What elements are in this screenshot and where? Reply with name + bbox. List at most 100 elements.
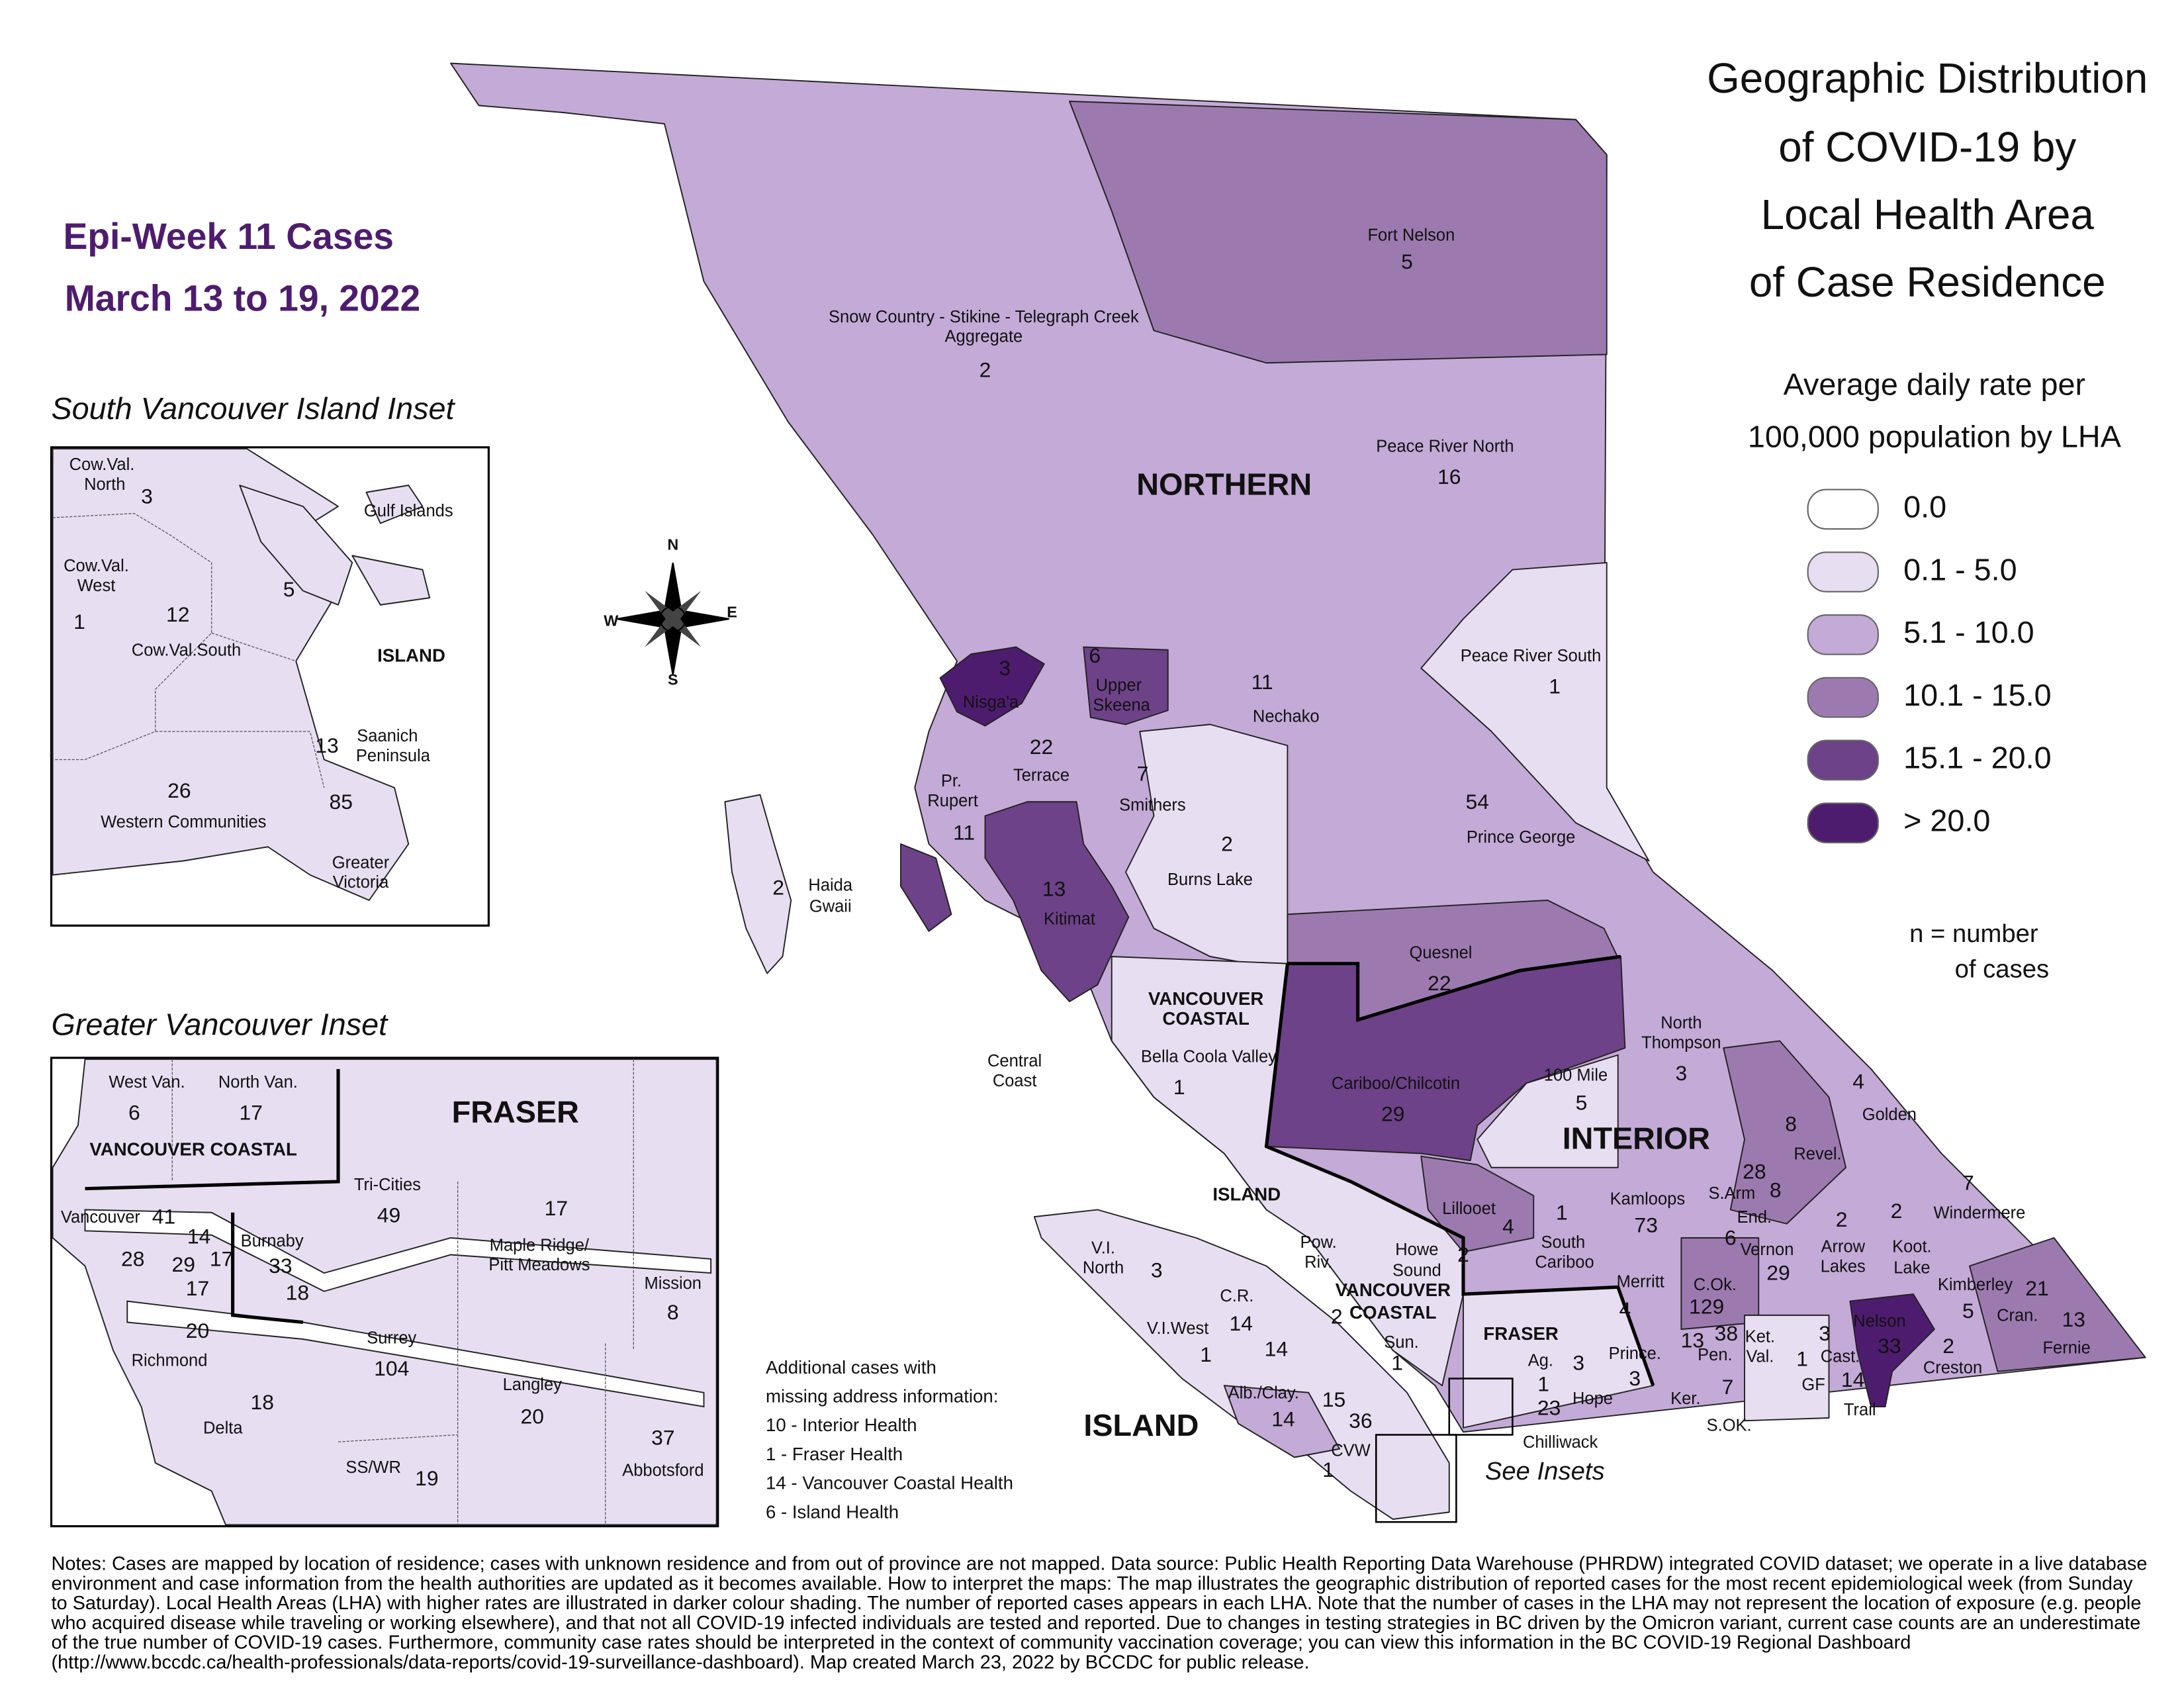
region-name: Thompson — [1641, 1033, 1721, 1052]
case-count: 3 — [1572, 1351, 1584, 1375]
case-count: 6 — [128, 1100, 140, 1124]
region-name: Creston — [1923, 1358, 1982, 1377]
region-name: Sun. — [1384, 1333, 1418, 1352]
case-count: 1 — [1796, 1346, 1808, 1370]
legend-heading: Average daily rate per — [1784, 367, 2086, 402]
region-name: Howe — [1395, 1241, 1438, 1259]
region-name: Sound — [1392, 1262, 1441, 1280]
case-count: 49 — [377, 1203, 400, 1227]
health-authority: VANCOUVER — [1336, 1280, 1451, 1300]
region-name: Val. — [1746, 1347, 1774, 1366]
region-name: Aggregate — [945, 328, 1023, 346]
region-name: Hope — [1572, 1389, 1613, 1408]
region-name: GF — [1801, 1376, 1825, 1394]
region-name: North Van. — [218, 1073, 298, 1092]
region-shape — [1849, 1293, 1935, 1407]
case-count: 2 — [979, 357, 991, 381]
case-count: 1 — [73, 610, 85, 633]
legend-heading: 100,000 population by LHA — [1748, 419, 2122, 453]
health-authority: FRASER — [452, 1094, 579, 1129]
region-name: Burnaby — [241, 1232, 304, 1250]
case-count: 1 — [1200, 1342, 1212, 1366]
case-count: 13 — [1681, 1329, 1704, 1352]
region-name: Merritt — [1617, 1273, 1664, 1291]
region-name: Abbotsford — [622, 1461, 704, 1479]
case-count: 129 — [1689, 1295, 1724, 1319]
region-name: Ket. — [1745, 1328, 1775, 1346]
health-authority: NORTHERN — [1136, 467, 1312, 502]
region-shape — [900, 843, 952, 932]
region-name: Haida — [808, 876, 852, 894]
legend-label: 0.1 - 5.0 — [1903, 552, 2017, 586]
case-count: 1 — [1556, 1200, 1568, 1224]
authority-border — [85, 1069, 340, 1191]
region-shape — [1969, 1237, 2146, 1372]
region-shape — [1744, 1314, 1830, 1422]
region-name: CVW — [1331, 1442, 1371, 1460]
region-name: Cariboo — [1535, 1253, 1594, 1272]
region-name: Pr. — [941, 772, 962, 790]
region-name: Cow.Val. — [64, 557, 129, 575]
map-labels: Geographic Distribution of COVID-19 by Loc… — [52, 54, 2148, 1522]
region-name: Ker. — [1670, 1389, 1700, 1408]
health-authority: COASTAL — [1349, 1302, 1437, 1323]
case-count: 17 — [186, 1276, 209, 1300]
case-count: 5 — [283, 577, 295, 601]
case-count: 5 — [1401, 250, 1413, 273]
case-count: 2 — [1457, 1243, 1469, 1266]
region-name: Rupert — [927, 792, 978, 810]
case-count: 4 — [1852, 1070, 1864, 1094]
case-count: 19 — [415, 1466, 438, 1490]
region-name: Richmond — [132, 1352, 208, 1370]
region-name: Snow Country - Stikine - Telegraph Creek — [829, 308, 1139, 326]
authority-border — [231, 1212, 304, 1325]
case-count: 14 — [1271, 1407, 1295, 1431]
legend-swatch — [1807, 739, 1879, 781]
region-shape — [351, 555, 431, 606]
boundary — [52, 512, 212, 761]
case-count: 14 — [1265, 1336, 1288, 1360]
case-count: 4 — [1502, 1215, 1514, 1239]
case-count: 7 — [1962, 1171, 1974, 1195]
legend-swatch — [1807, 677, 1879, 718]
boundary — [338, 1434, 458, 1442]
case-count: 17 — [545, 1196, 568, 1220]
region-name: Pen. — [1698, 1346, 1732, 1364]
case-count: 1 — [1537, 1372, 1549, 1396]
date-range: March 13 to 19, 2022 — [65, 277, 420, 318]
case-count: 8 — [667, 1300, 679, 1324]
health-authority: VANCOUVER COASTAL — [89, 1139, 297, 1160]
case-count: 28 — [121, 1246, 144, 1270]
region-name: Arrow — [1821, 1238, 1865, 1256]
region-name: Burns Lake — [1167, 870, 1253, 889]
region-name: Mission — [645, 1274, 702, 1293]
region-name: Skeena — [1093, 696, 1150, 714]
case-count: 3 — [1819, 1321, 1831, 1345]
region-name: Cow.Val.South — [132, 641, 241, 660]
legend-label: 10.1 - 15.0 — [1903, 678, 2052, 712]
region-name: Lake — [1893, 1258, 1930, 1277]
case-count: 2 — [772, 875, 784, 899]
region-shape — [1420, 562, 1650, 862]
region-name: Alb./Clay. — [1228, 1384, 1299, 1403]
case-count: 33 — [1878, 1334, 1901, 1358]
region-name: North — [1083, 1258, 1124, 1277]
health-authority: ISLAND — [377, 645, 445, 666]
region-name: End. — [1737, 1208, 1772, 1227]
case-count: 33 — [269, 1254, 292, 1278]
region-name: Cow.Val. — [69, 455, 135, 474]
region-name: Golden — [1862, 1105, 1917, 1124]
case-count: 3 — [1676, 1061, 1688, 1085]
region-shape — [1723, 1040, 1846, 1225]
region-name: Coast — [993, 1072, 1037, 1090]
case-count: 21 — [2025, 1276, 2048, 1300]
case-count: 5 — [1576, 1091, 1588, 1115]
region-name: Western Communities — [101, 813, 266, 831]
region-name: Surrey — [367, 1329, 416, 1348]
additional-item: 1 - Fraser Health — [766, 1444, 903, 1464]
title: Local Health Area — [1761, 191, 2095, 238]
region-name: Delta — [203, 1419, 243, 1438]
case-count: 2 — [1331, 1305, 1343, 1329]
region-name: Langley — [503, 1376, 563, 1394]
region-name: Terrace — [1013, 767, 1069, 785]
